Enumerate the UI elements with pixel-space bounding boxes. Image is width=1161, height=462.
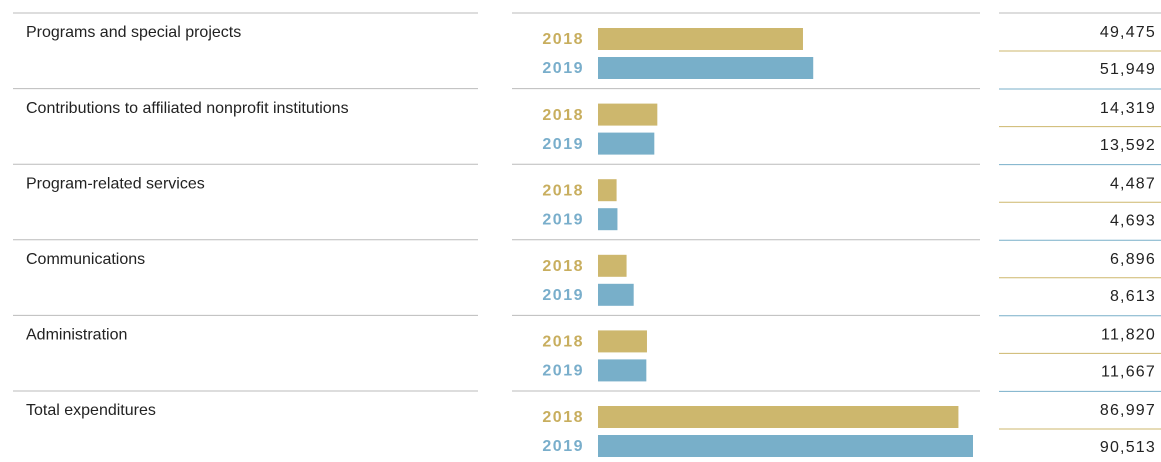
value-label: 14,319 [1100, 100, 1156, 117]
value-label: 49,475 [1100, 24, 1156, 41]
bar [598, 435, 973, 457]
bar [598, 132, 655, 155]
bar [598, 57, 814, 79]
series-label: 2019 [542, 211, 584, 228]
value-label: 11,820 [1101, 327, 1156, 344]
bar [598, 103, 658, 126]
series-label: 2019 [542, 60, 584, 77]
bar [598, 179, 617, 202]
value-label: 13,592 [1100, 137, 1156, 154]
value-label: 4,693 [1110, 212, 1156, 229]
bar [598, 359, 647, 382]
bar [598, 283, 634, 306]
series-label: 2019 [542, 438, 584, 455]
category-label: Total expenditures [26, 402, 156, 419]
series-label: 2018 [542, 258, 584, 275]
bar [598, 28, 803, 50]
value-label: 90,513 [1100, 439, 1156, 456]
category-label: Contributions to affiliated nonprofit in… [26, 100, 349, 117]
series-label: 2018 [542, 107, 584, 124]
category-label: Communications [26, 251, 145, 268]
bar [598, 330, 647, 353]
bar [598, 254, 627, 277]
bar [598, 406, 959, 428]
bar [598, 208, 618, 231]
series-label: 2018 [542, 182, 584, 199]
series-label: 2019 [542, 287, 584, 304]
category-label: Programs and special projects [26, 24, 241, 41]
value-label: 51,949 [1100, 61, 1156, 78]
category-label: Administration [26, 327, 127, 344]
series-label: 2019 [542, 136, 584, 153]
series-label: 2018 [542, 31, 584, 48]
series-label: 2018 [542, 409, 584, 426]
series-label: 2019 [542, 363, 584, 380]
value-label: 86,997 [1100, 402, 1156, 419]
value-label: 11,667 [1101, 364, 1156, 381]
category-label: Program-related services [26, 175, 205, 192]
series-label: 2018 [542, 334, 584, 351]
value-label: 8,613 [1110, 288, 1156, 305]
value-label: 4,487 [1110, 175, 1156, 192]
value-label: 6,896 [1110, 251, 1156, 268]
